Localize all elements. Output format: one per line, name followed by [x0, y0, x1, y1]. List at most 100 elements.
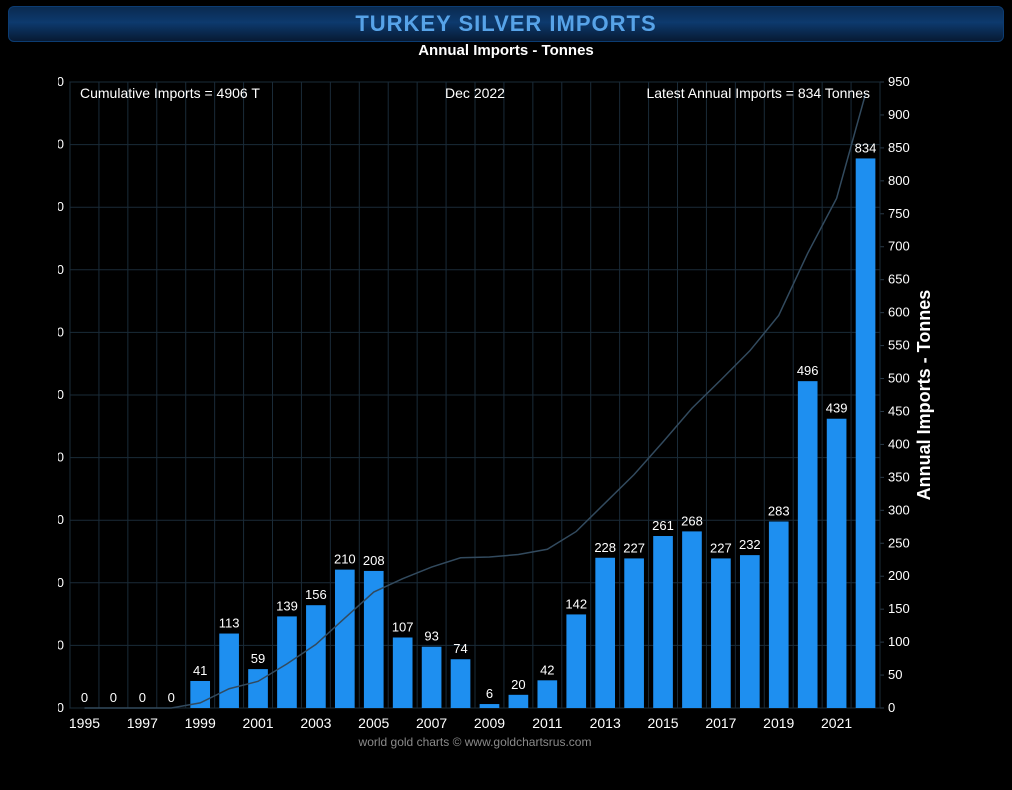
bar-value-label: 0 [110, 690, 117, 705]
footer-credit: world gold charts © www.goldchartsrus.co… [358, 735, 592, 749]
x-tick-label: 2013 [590, 715, 621, 731]
svg-text:3000: 3000 [58, 324, 64, 339]
bar-value-label: 227 [623, 540, 645, 555]
svg-text:500: 500 [58, 637, 64, 652]
bar-value-label: 439 [826, 401, 848, 416]
title-bar: TURKEY SILVER IMPORTS [8, 6, 1004, 42]
bar [711, 558, 731, 708]
bar-value-label: 0 [81, 690, 88, 705]
svg-text:50: 50 [888, 667, 902, 682]
x-tick-label: 2015 [647, 715, 678, 731]
bar [769, 522, 789, 708]
bar-value-label: 0 [168, 690, 175, 705]
bar [827, 419, 847, 708]
svg-text:950: 950 [888, 74, 910, 89]
bar-value-label: 208 [363, 553, 385, 568]
x-tick-label: 2009 [474, 715, 505, 731]
bar [740, 555, 760, 708]
svg-text:550: 550 [888, 338, 910, 353]
bar-value-label: 261 [652, 518, 674, 533]
svg-text:5000: 5000 [58, 74, 64, 89]
x-tick-label: 2019 [763, 715, 794, 731]
x-tick-label: 2001 [242, 715, 273, 731]
svg-text:150: 150 [888, 601, 910, 616]
svg-text:900: 900 [888, 107, 910, 122]
bar-value-label: 142 [565, 596, 587, 611]
svg-text:200: 200 [888, 568, 910, 583]
right-axis-title: Annual Imports - Tonnes [914, 290, 934, 501]
bar [422, 647, 442, 708]
bar [566, 614, 586, 708]
svg-text:4000: 4000 [58, 199, 64, 214]
svg-text:350: 350 [888, 469, 910, 484]
bar-value-label: 6 [486, 686, 493, 701]
svg-text:400: 400 [888, 436, 910, 451]
bar-value-label: 496 [797, 363, 819, 378]
bar [219, 634, 239, 708]
bar-value-label: 228 [594, 540, 616, 555]
bar-value-label: 107 [392, 619, 414, 634]
svg-text:1000: 1000 [58, 575, 64, 590]
bar-value-label: 93 [424, 629, 438, 644]
bar [248, 669, 268, 708]
bar-value-label: 20 [511, 677, 525, 692]
svg-text:500: 500 [888, 371, 910, 386]
x-tick-label: 1995 [69, 715, 100, 731]
x-tick-label: 2007 [416, 715, 447, 731]
svg-text:100: 100 [888, 634, 910, 649]
bar-value-label: 268 [681, 513, 703, 528]
svg-text:650: 650 [888, 272, 910, 287]
bar [509, 695, 529, 708]
annot-cumulative: Cumulative Imports = 4906 T [80, 85, 260, 101]
svg-text:1500: 1500 [58, 512, 64, 527]
svg-text:600: 600 [888, 305, 910, 320]
bar [798, 381, 818, 708]
bar-value-label: 74 [453, 641, 467, 656]
svg-text:300: 300 [888, 502, 910, 517]
svg-text:850: 850 [888, 140, 910, 155]
svg-text:3500: 3500 [58, 262, 64, 277]
bar [653, 536, 673, 708]
bar-value-label: 0 [139, 690, 146, 705]
svg-text:0: 0 [888, 700, 895, 715]
svg-text:250: 250 [888, 535, 910, 550]
svg-text:700: 700 [888, 239, 910, 254]
chart-container: TURKEY SILVER IMPORTS Annual Imports - T… [0, 0, 1012, 790]
bar [595, 558, 615, 708]
svg-text:450: 450 [888, 403, 910, 418]
chart-subtitle: Annual Imports - Tonnes [0, 42, 1012, 59]
bar [624, 558, 644, 708]
bar-value-label: 41 [193, 663, 207, 678]
bar [306, 605, 326, 708]
bar-value-label: 283 [768, 504, 790, 519]
bar [537, 680, 557, 708]
x-tick-label: 1999 [185, 715, 216, 731]
chart-title: TURKEY SILVER IMPORTS [355, 11, 656, 37]
svg-text:750: 750 [888, 206, 910, 221]
svg-text:800: 800 [888, 173, 910, 188]
x-tick-label: 1997 [127, 715, 158, 731]
bar-value-label: 156 [305, 587, 327, 602]
bar [856, 158, 876, 708]
bar [335, 570, 355, 708]
svg-text:2500: 2500 [58, 387, 64, 402]
bar [480, 704, 500, 708]
bar-value-label: 42 [540, 662, 554, 677]
x-tick-label: 2011 [532, 715, 562, 731]
x-tick-label: 2021 [821, 715, 852, 731]
bar-value-label: 227 [710, 540, 732, 555]
annot-latest: Latest Annual Imports = 834 Tonnes [646, 85, 870, 101]
chart-plot: 0500100015002000250030003500400045005000… [58, 72, 938, 752]
x-tick-label: 2005 [358, 715, 389, 731]
svg-text:4500: 4500 [58, 137, 64, 152]
bar-value-label: 210 [334, 552, 356, 567]
bar [277, 616, 297, 708]
bar [451, 659, 471, 708]
svg-text:0: 0 [58, 700, 64, 715]
bar-value-label: 834 [855, 140, 877, 155]
annot-date: Dec 2022 [445, 85, 505, 101]
x-tick-label: 2003 [300, 715, 331, 731]
bar-value-label: 232 [739, 537, 761, 552]
x-tick-label: 2017 [705, 715, 736, 731]
bar-value-label: 59 [251, 651, 265, 666]
